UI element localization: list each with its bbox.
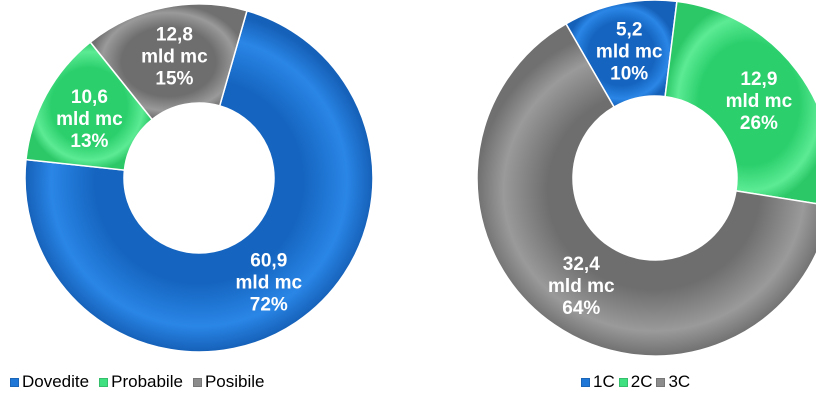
donut-chart-resources: 5,2 mld mc 10% 12,9 mld mc 26%32,4 mld mc 64% [476,0,816,357]
slice-label-line: 26% [740,113,778,134]
legend-swatch [192,377,202,387]
legend-swatch [99,377,109,387]
slice-label-line: mld mc [548,276,615,297]
slice-label: 10,6 mld mc 13% [56,87,123,152]
slice-label-line: 60,9 [250,251,287,272]
slice-label: 60,9 mld mc 72% [236,251,303,316]
slice-label-line: 15% [155,68,193,89]
legend-item: Posibile [192,372,265,392]
slice-label-line: mld mc [596,42,663,63]
legend-item: Dovedite [10,372,89,392]
slice-label-line: 13% [70,131,108,152]
legend-label: 1C [593,372,615,391]
legend-swatch [618,377,628,387]
legend-swatch [656,377,666,387]
legend-item: 1C [581,372,615,392]
slice-label-line: 10,6 [71,87,108,108]
slice-label-line: mld mc [236,273,303,294]
slice-label-line: mld mc [56,109,123,130]
legend-item: 3C [656,372,690,392]
slice-label-line: 72% [250,295,288,316]
legend-resources: 1C 2C 3C [581,371,694,393]
slice-label-line: 12,8 [156,24,193,45]
slice-label-line: mld mc [726,91,793,112]
donut-chart-reserves: 60,9 mld mc 72%10,6 mld mc 13%12,8 mld mc 15% [24,3,374,353]
legend-label: 3C [668,372,691,391]
legend-label: Dovedite [22,372,90,391]
legend-label: Probabile [111,372,183,391]
legend-label: Posibile [204,372,265,391]
legend-swatch [10,377,19,387]
slice-label-line: 5,2 [616,20,642,41]
slice-posibile [89,3,248,121]
slice-labels: 60,9 mld mc 72%10,6 mld mc 13%12,8 mld mc 15% [56,24,302,315]
legend-label: 2C [630,372,653,391]
legend-item: 2C [618,372,653,392]
legend-reserves: Dovedite Probabile Posibile [10,371,274,393]
slice-labels: 5,2 mld mc 10% 12,9 mld mc 26%32,4 mld mc 64% [548,20,793,320]
slice-label-line: 64% [562,298,600,319]
slice-label-line: 10% [610,64,648,85]
legend-item: Probabile [99,372,183,392]
slice-label: 5,2 mld mc 10% [596,20,663,85]
slice-label: 12,9 mld mc 26% [726,69,793,134]
slice-label-line: 32,4 [563,254,600,275]
slice-label: 12,8 mld mc 15% [141,24,208,89]
slice-label-line: mld mc [141,46,208,67]
slice-2c [664,0,816,205]
legend-swatch [581,377,590,387]
slice-label-line: 12,9 [740,69,777,90]
slice-dovedite [24,9,374,353]
slice-3c [476,22,816,357]
slice-label: 32,4 mld mc 64% [548,254,615,319]
